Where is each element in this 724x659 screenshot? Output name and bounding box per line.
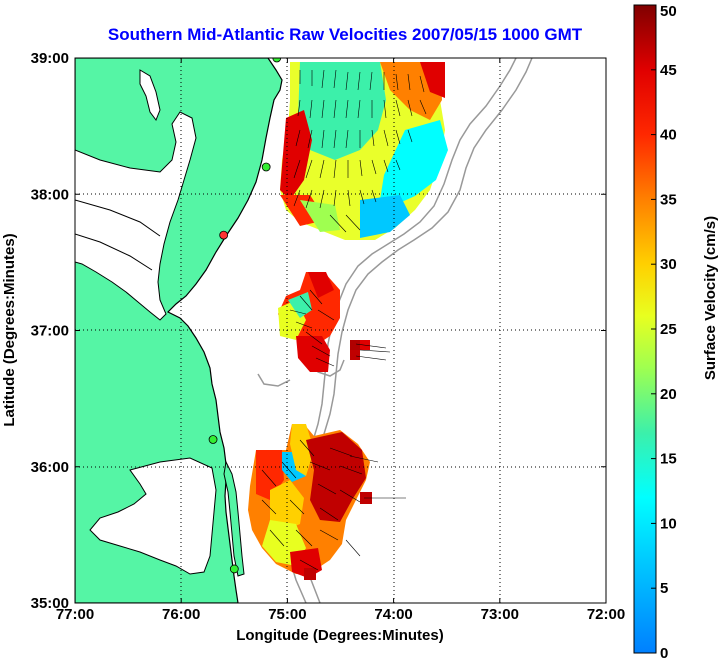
- velocity-field-north: [280, 62, 448, 240]
- barrier-islands: [223, 460, 245, 577]
- map-title: Southern Mid-Atlantic Raw Velocities 200…: [108, 25, 583, 44]
- colorbar-tick-label: 20: [660, 386, 677, 403]
- station-marker: [229, 564, 239, 574]
- colorbar-tick-label: 40: [660, 127, 677, 144]
- plot-area: 77:00 76:00 75:00 74:00 73:00 72:00 35:00 36:0…: [31, 50, 626, 623]
- x-tick-label: 74:00: [374, 606, 412, 623]
- y-tick-label: 37:00: [31, 323, 69, 340]
- x-axis-ticks: 77:00 76:00 75:00 74:00 73:00 72:00: [56, 58, 625, 623]
- y-axis-label: Latitude (Degrees:Minutes): [1, 233, 18, 426]
- x-tick-label: 77:00: [56, 606, 94, 623]
- y-axis-ticks: 35:00 36:00 37:00 38:00 39:00: [31, 50, 606, 612]
- chesapeake-bay: [75, 111, 197, 321]
- station-marker: [219, 230, 229, 240]
- station-marker: [208, 435, 218, 444]
- grid-lines: [75, 58, 606, 603]
- station-marker: [261, 162, 271, 172]
- station-markers: [208, 58, 282, 574]
- velocity-field-middle: [278, 272, 391, 372]
- colorbar-label: Surface Velocity (cm/s): [702, 216, 719, 380]
- colorbar: 0 5 10 15 20 25 30 35 40 45 50 Surface Velocity (c…: [633, 3, 719, 659]
- x-tick-label: 76:00: [162, 606, 200, 623]
- river-inlet-1: [75, 199, 161, 237]
- y-tick-label: 35:00: [31, 595, 69, 612]
- y-tick-label: 39:00: [31, 50, 69, 67]
- y-tick-label: 36:00: [31, 459, 69, 476]
- bay-inlet-north: [139, 69, 161, 122]
- colorbar-tick-label: 15: [660, 451, 677, 468]
- x-axis-label: Longitude (Degrees:Minutes): [236, 627, 444, 644]
- pamlico-sound: [89, 457, 217, 575]
- station-marker: [272, 58, 282, 63]
- x-tick-label: 73:00: [481, 606, 519, 623]
- colorbar-ticks: 0 5 10 15 20 25 30 35 40 45 50: [651, 3, 677, 659]
- velocity-field-south: [248, 424, 406, 580]
- river-inlet-2: [75, 233, 153, 271]
- colorbar-tick-label: 0: [660, 645, 668, 659]
- colorbar-tick-label: 25: [660, 321, 677, 338]
- colorbar-tick-label: 10: [660, 515, 677, 532]
- colorbar-tick-label: 50: [660, 3, 677, 20]
- colorbar-tick-label: 35: [660, 191, 677, 208]
- y-tick-label: 38:00: [31, 186, 69, 203]
- colorbar-tick-label: 30: [660, 256, 677, 273]
- colorbar-tick-label: 5: [660, 580, 668, 597]
- colorbar-tick-label: 45: [660, 62, 677, 79]
- x-tick-label: 75:00: [268, 606, 306, 623]
- x-tick-label: 72:00: [587, 606, 625, 623]
